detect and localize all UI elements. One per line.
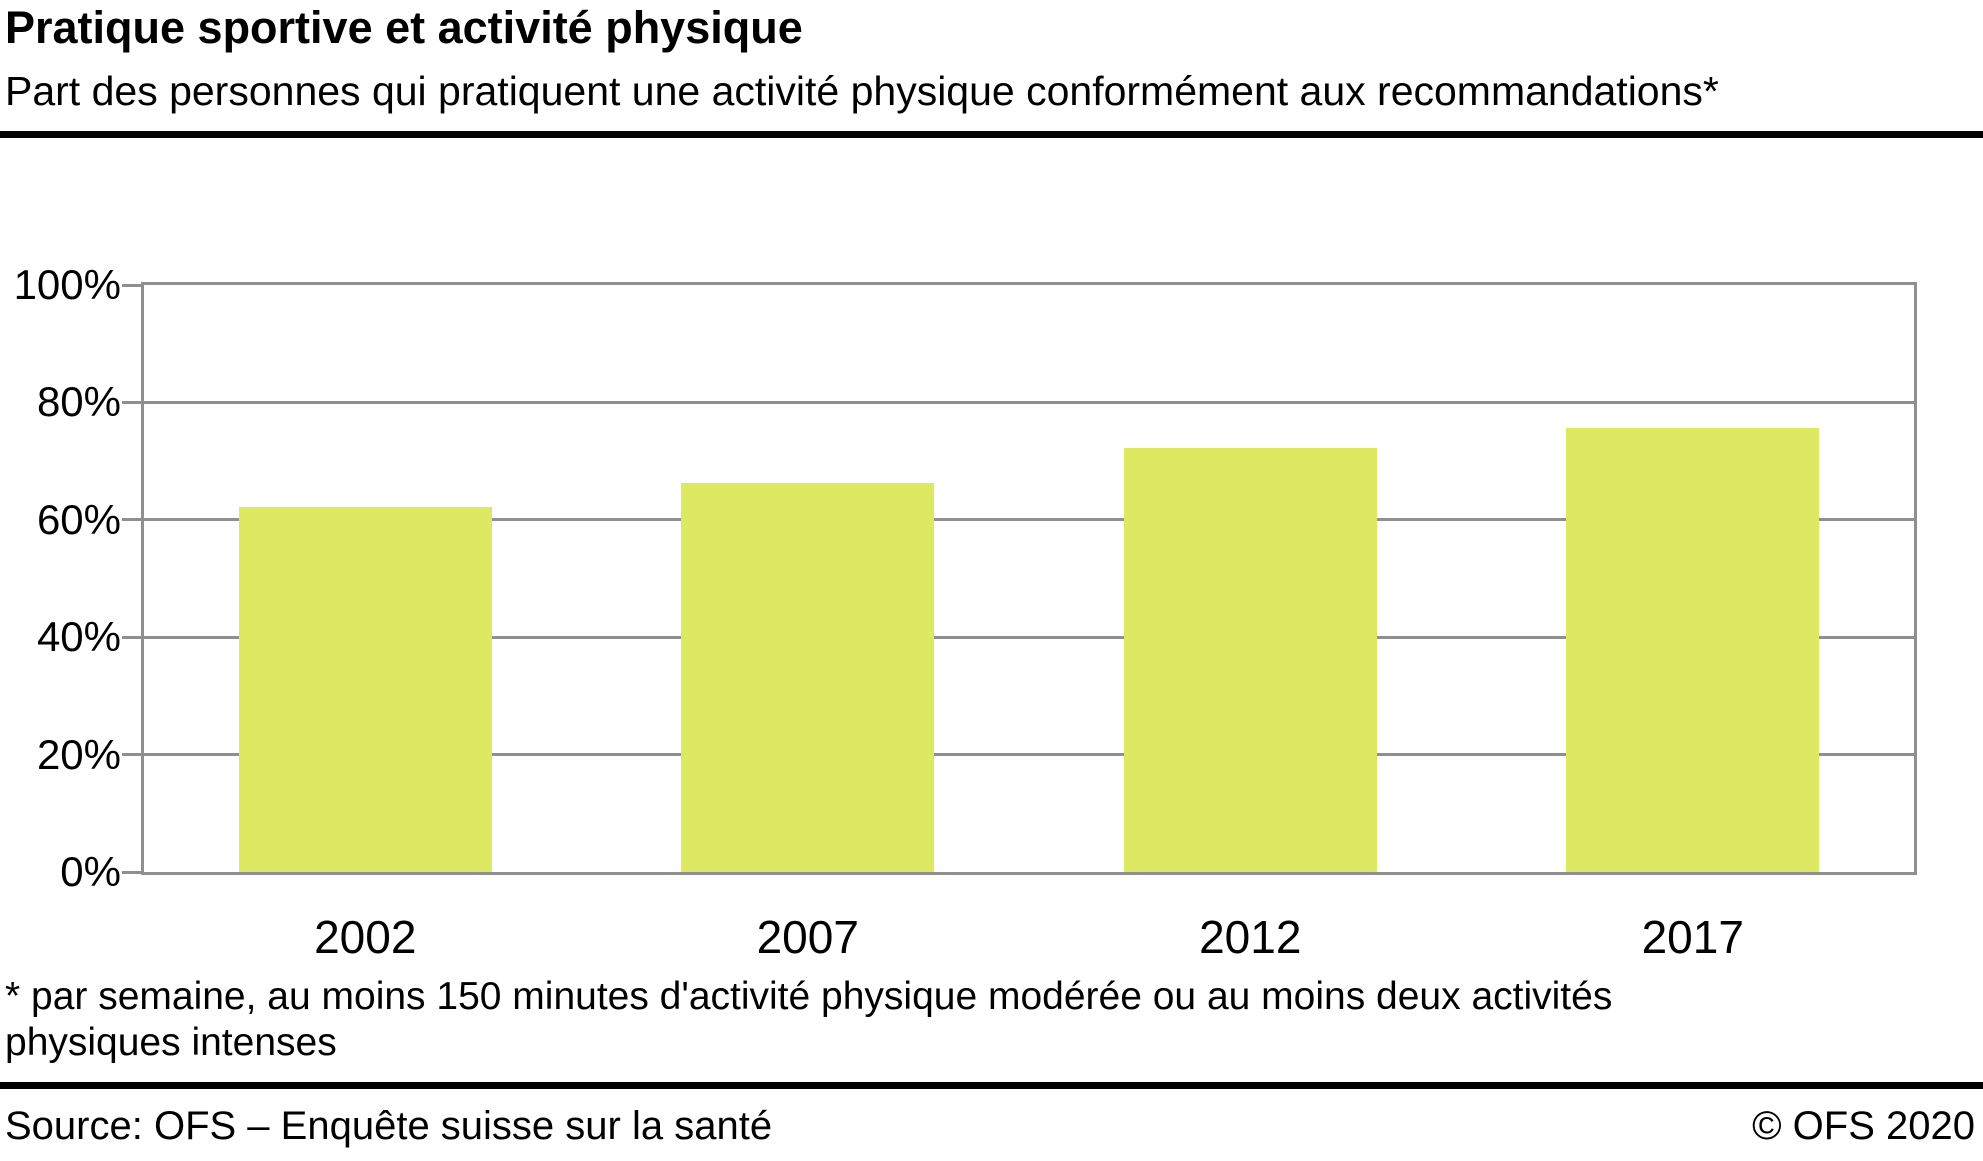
source-text: Source: OFS – Enquête suisse sur la sant… [5,1104,773,1148]
y-axis-label-80: 80% [36,378,121,426]
bar-2007 [681,482,935,872]
footnote-line-1: * par semaine, au moins 150 minutes d'ac… [5,975,1613,1018]
y-axis-tick-20 [122,753,141,757]
x-axis-label-2012: 2012 [1199,911,1302,963]
bar-2002 [238,506,492,872]
y-axis-tick-60 [122,518,141,522]
x-axis-label-2017: 2017 [1641,911,1744,963]
y-axis-label-100: 100% [13,261,121,308]
chart-title: Pratique sportive et activité physique [5,2,803,53]
gridline-60 [144,518,1914,522]
footnote-line-2: physiques intenses [5,1021,337,1064]
plot-area [122,282,1917,875]
y-axis-tick-0 [122,870,141,874]
x-axis-label-2002: 2002 [314,911,417,963]
y-axis-label-60: 60% [36,495,121,543]
chart-subtitle: Part des personnes qui pratiquent une ac… [5,68,1719,114]
bar-2012 [1123,448,1377,872]
y-axis-tick-80 [122,400,141,404]
x-axis-label-2007: 2007 [756,911,859,963]
bar-2017 [1566,427,1820,872]
y-axis-label-20: 20% [36,730,121,778]
header-divider [0,131,1983,138]
gridline-40 [144,635,1914,639]
y-axis-label-40: 40% [36,613,121,661]
gridline-20 [144,753,1914,757]
copyright-text: © OFS 2020 [1752,1104,1975,1148]
y-axis-label-0: 0% [60,848,121,895]
footnote: * par semaine, au moins 150 minutes d'ac… [5,974,1612,1066]
footer-divider [0,1082,1983,1089]
gridline-80 [144,400,1914,404]
y-axis-tick-40 [122,635,141,639]
y-axis-tick-100 [122,283,141,287]
